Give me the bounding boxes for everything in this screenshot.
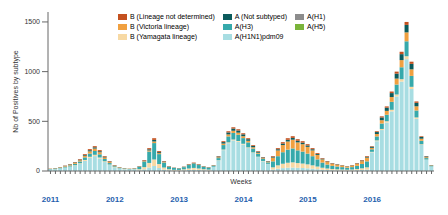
html-text:A(H1): A(H1) — [307, 13, 326, 20]
svg-text:2012: 2012 — [106, 195, 124, 204]
svg-text:1000: 1000 — [24, 68, 40, 75]
html-text:A (Not subtyped): A (Not subtyped) — [234, 13, 287, 20]
svg-text:2015: 2015 — [299, 195, 317, 204]
html-text:A(H1N1)pdm09: A(H1N1)pdm09 — [234, 33, 284, 40]
svg-text:500: 500 — [28, 118, 40, 125]
html-text:B (Lineage not determined): B (Lineage not determined) — [130, 13, 215, 20]
html-text:A(H5): A(H5) — [307, 23, 326, 30]
html-text:B (Victoria lineage): B (Victoria lineage) — [130, 23, 189, 30]
svg-text:Weeks: Weeks — [230, 178, 252, 185]
svg-text:2013: 2013 — [170, 195, 188, 204]
svg-text:2016: 2016 — [363, 195, 381, 204]
html-text:A(H3): A(H3) — [234, 23, 254, 30]
svg-text:2014: 2014 — [235, 195, 253, 204]
svg-text:1500: 1500 — [24, 18, 40, 25]
svg-text:2011: 2011 — [42, 195, 60, 204]
svg-text:Nb of Positives by subtype: Nb of Positives by subtype — [12, 50, 20, 133]
svg-text:0: 0 — [36, 167, 40, 174]
html-text:B (Yamagata lineage): B (Yamagata lineage) — [130, 33, 198, 40]
